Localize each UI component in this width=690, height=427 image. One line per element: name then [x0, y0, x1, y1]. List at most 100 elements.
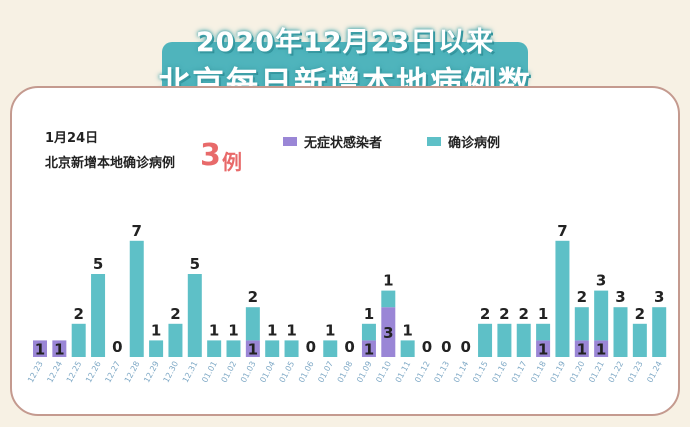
bar-confirmed — [187, 274, 202, 357]
value-label-confirmed: 3 — [615, 288, 625, 306]
value-label-asymptomatic: 3 — [383, 324, 393, 342]
value-label-confirmed: 1 — [209, 321, 219, 339]
value-label-confirmed: 2 — [248, 288, 258, 306]
value-label-confirmed: 0 — [460, 338, 470, 356]
bar-confirmed — [149, 340, 164, 357]
bar-confirmed — [245, 307, 260, 341]
x-tick-label: 01.18 — [529, 360, 548, 384]
value-label-confirmed: 1 — [325, 321, 335, 339]
x-tick-label: 01.02 — [220, 360, 239, 384]
bar-confirmed — [381, 290, 396, 308]
bar-confirmed — [516, 323, 531, 357]
bar-confirmed — [613, 307, 628, 357]
x-tick-label: 01.01 — [200, 360, 219, 384]
info-headline: 北京新增本地确诊病例 — [45, 156, 176, 171]
value-label-confirmed: 2 — [577, 288, 587, 306]
x-tick-label: 12.29 — [142, 360, 161, 384]
value-label-confirmed: 1 — [402, 321, 412, 339]
bar-confirmed — [323, 340, 338, 357]
legend-label-asymptomatic: 无症状感染者 — [304, 136, 383, 151]
legend-swatch-asymptomatic — [283, 137, 297, 146]
bar-confirmed — [71, 323, 86, 357]
bar-asymptomatic — [245, 340, 260, 357]
bar-confirmed — [400, 340, 415, 357]
bar-confirmed — [555, 240, 570, 357]
value-label-confirmed: 5 — [190, 255, 200, 273]
value-label-confirmed: 0 — [344, 338, 354, 356]
x-tick-label: 01.09 — [355, 360, 374, 384]
x-tick-label: 01.11 — [394, 360, 413, 384]
x-tick-label: 01.16 — [490, 360, 509, 384]
bar-confirmed — [536, 323, 551, 341]
bar-confirmed — [207, 340, 222, 357]
x-tick-label: 12.25 — [65, 360, 84, 384]
value-label-confirmed: 1 — [267, 321, 277, 339]
value-label-confirmed: 2 — [73, 305, 83, 323]
value-label-asymptomatic: 1 — [596, 341, 606, 359]
value-label-asymptomatic: 1 — [364, 341, 374, 359]
bar-asymptomatic — [52, 340, 67, 357]
value-label-asymptomatic: 1 — [35, 341, 45, 359]
bar-confirmed — [652, 307, 667, 357]
bar-asymptomatic — [381, 307, 396, 357]
value-label-confirmed: 7 — [132, 222, 142, 240]
x-tick-label: 12.30 — [162, 360, 181, 384]
x-tick-label: 01.24 — [645, 360, 664, 384]
x-tick-label: 12.28 — [123, 360, 142, 384]
legend-label-confirmed: 确诊病例 — [448, 136, 501, 151]
x-tick-label: 12.23 — [26, 360, 45, 384]
value-label-asymptomatic: 1 — [577, 341, 587, 359]
legend-swatch-confirmed — [427, 137, 441, 146]
x-tick-label: 01.06 — [297, 360, 316, 384]
value-label-confirmed: 3 — [654, 288, 664, 306]
bar-confirmed — [284, 340, 299, 357]
x-tick-label: 01.04 — [258, 360, 277, 384]
value-label-confirmed: 1 — [538, 305, 548, 323]
bar-confirmed — [574, 307, 589, 341]
bar-confirmed — [497, 323, 512, 357]
bar-confirmed — [168, 323, 183, 357]
bar-confirmed — [361, 323, 376, 341]
value-label-confirmed: 0 — [306, 338, 316, 356]
value-label-confirmed: 1 — [383, 272, 393, 290]
chart-title-line1: 2020年12月23日以来 — [195, 27, 495, 58]
bar-confirmed — [226, 340, 241, 357]
x-tick-label: 12.31 — [181, 360, 200, 384]
bar-asymptomatic — [33, 340, 47, 357]
value-label-confirmed: 0 — [422, 338, 432, 356]
bar-confirmed — [129, 240, 144, 357]
x-tick-label: 01.08 — [336, 360, 355, 384]
x-tick-label: 12.26 — [84, 360, 103, 384]
bar-confirmed — [632, 323, 647, 357]
value-label-confirmed: 7 — [557, 222, 567, 240]
bar-asymptomatic — [361, 340, 376, 357]
x-tick-label: 01.12 — [413, 360, 432, 384]
x-tick-label: 01.10 — [374, 360, 393, 384]
value-label-asymptomatic: 1 — [248, 341, 258, 359]
x-tick-label: 01.19 — [549, 360, 568, 384]
info-count: 3 — [200, 138, 221, 173]
value-label-confirmed: 1 — [364, 305, 374, 323]
value-label-confirmed: 1 — [228, 321, 238, 339]
x-tick-label: 01.23 — [626, 360, 645, 384]
value-label-confirmed: 2 — [499, 305, 509, 323]
x-tick-label: 01.07 — [316, 360, 335, 384]
legend-item-confirmed: 确诊病例 — [427, 132, 500, 151]
info-date: 1月24日 — [45, 131, 99, 146]
value-label-confirmed: 0 — [441, 338, 451, 356]
value-label-confirmed: 0 — [112, 338, 122, 356]
x-tick-label: 01.03 — [239, 360, 258, 384]
x-tick-label: 01.21 — [587, 360, 606, 384]
bar-confirmed — [594, 290, 609, 341]
x-tick-label: 01.17 — [510, 360, 529, 384]
info-unit: 例 — [222, 150, 242, 174]
x-tick-label: 01.20 — [568, 360, 587, 384]
legend-item-asymptomatic: 无症状感染者 — [283, 132, 382, 151]
x-tick-label: 12.27 — [103, 360, 122, 384]
value-label-confirmed: 5 — [93, 255, 103, 273]
value-label-asymptomatic: 1 — [54, 341, 64, 359]
bar-confirmed — [265, 340, 280, 357]
value-label-confirmed: 2 — [519, 305, 529, 323]
value-label-confirmed: 1 — [286, 321, 296, 339]
